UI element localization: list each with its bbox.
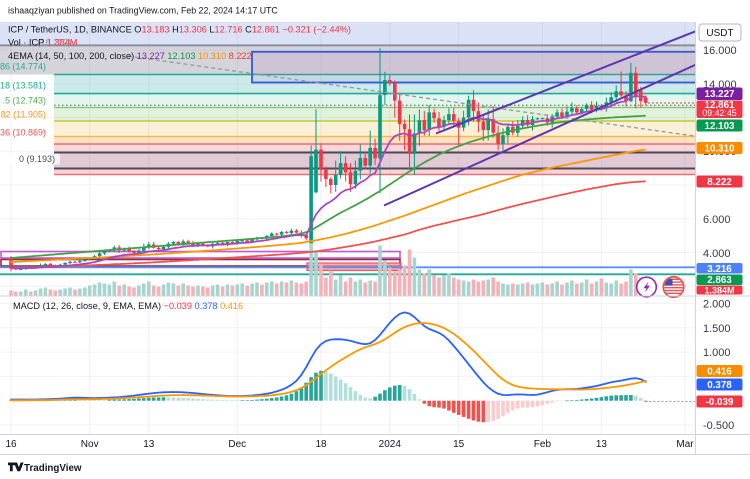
svg-text:Dec: Dec <box>228 439 246 450</box>
svg-text:16.000: 16.000 <box>703 45 737 57</box>
svg-text:2.863: 2.863 <box>707 275 732 286</box>
svg-text:82 (11.905): 82 (11.905) <box>1 110 46 120</box>
svg-text:18 (13.581): 18 (13.581) <box>0 81 46 91</box>
svg-text:8.222: 8.222 <box>707 177 732 188</box>
svg-text:0.378: 0.378 <box>707 380 732 391</box>
svg-text:MACD (12, 26, close, 9, EMA, E: MACD (12, 26, close, 9, EMA, EMA) −0.039… <box>13 301 243 311</box>
svg-text:6.000: 6.000 <box>703 214 731 226</box>
svg-text:09:42:45: 09:42:45 <box>702 108 736 118</box>
svg-text:Vol · ICP 1.384M: Vol · ICP 1.384M <box>8 38 77 48</box>
svg-text:ishaaqziyan published on Tradi: ishaaqziyan published on TradingView.com… <box>8 6 278 16</box>
svg-text:13.227: 13.227 <box>705 89 736 100</box>
svg-text:TradingView: TradingView <box>24 463 82 474</box>
svg-text:1.384M: 1.384M <box>704 286 734 296</box>
svg-text:13: 13 <box>143 439 155 450</box>
svg-text:3.216: 3.216 <box>707 264 732 275</box>
svg-text:.5 (12.743): .5 (12.743) <box>2 96 46 106</box>
svg-text:1.000: 1.000 <box>703 347 731 359</box>
svg-text:18: 18 <box>315 439 327 450</box>
svg-text:Nov: Nov <box>81 439 99 450</box>
svg-text:Mar: Mar <box>676 439 694 450</box>
svg-text:86 (14.774): 86 (14.774) <box>0 62 46 72</box>
svg-text:16: 16 <box>5 439 17 450</box>
svg-text:12.861: 12.861 <box>705 100 736 111</box>
svg-text:4EMA (14, 50, 100, 200, close): 4EMA (14, 50, 100, 200, close) 13.227 12… <box>8 51 252 61</box>
svg-text:ICP / TetherUS, 1D, BINANCE O1: ICP / TetherUS, 1D, BINANCE O13.183 H13.… <box>8 25 351 35</box>
svg-text:4.000: 4.000 <box>703 248 731 260</box>
svg-text:15: 15 <box>453 439 465 450</box>
svg-text:13: 13 <box>596 439 608 450</box>
svg-text:10.310: 10.310 <box>705 144 736 155</box>
svg-text:1.500: 1.500 <box>703 323 731 335</box>
svg-text:0.416: 0.416 <box>707 367 732 378</box>
svg-text:1 (16.272): 1 (16.272) <box>30 38 71 48</box>
svg-text:Feb: Feb <box>534 439 552 450</box>
svg-text:0 (9.193): 0 (9.193) <box>19 154 55 164</box>
svg-text:2.000: 2.000 <box>703 299 731 311</box>
svg-text:12.103: 12.103 <box>705 121 736 132</box>
svg-text:USDT: USDT <box>706 28 733 39</box>
svg-text:-0.500: -0.500 <box>703 420 734 432</box>
svg-text:-0.039: -0.039 <box>706 397 734 408</box>
svg-text:2024: 2024 <box>379 439 402 450</box>
svg-text:36 (10.869): 36 (10.869) <box>0 128 46 138</box>
